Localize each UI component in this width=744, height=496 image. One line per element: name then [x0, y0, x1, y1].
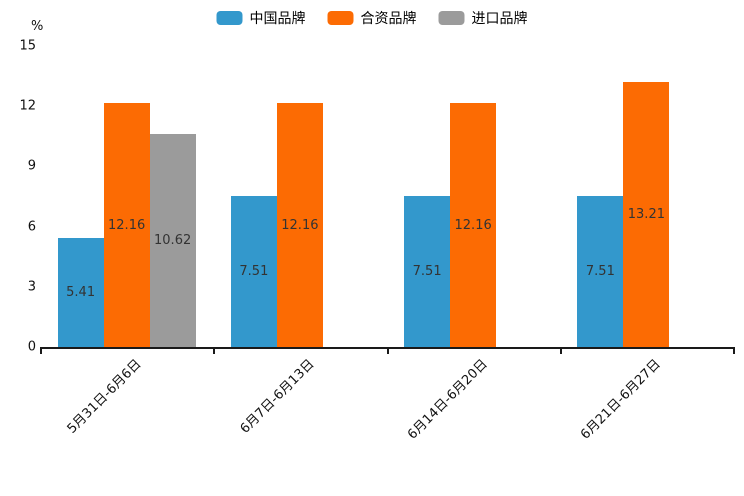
bar-合资品牌-3: 13.21	[623, 81, 670, 347]
y-tick-label: 12	[19, 98, 36, 114]
y-axis-unit-label: %	[31, 19, 44, 34]
bar-合资品牌-1: 12.16	[276, 103, 323, 347]
x-axis-line	[40, 347, 735, 349]
legend-item-label: 中国品牌	[249, 11, 306, 27]
y-tick-label: 15	[19, 38, 36, 54]
legend-swatch-icon	[327, 11, 354, 25]
bar-合资品牌-0: 12.16	[103, 103, 150, 347]
bar-中国品牌-0: 5.41	[57, 238, 104, 347]
bar-value-label: 13.21	[627, 206, 665, 222]
legend-swatch-icon	[438, 11, 465, 25]
legend-item-series-2[interactable]: 进口品牌	[438, 8, 528, 28]
bar-value-label: 10.62	[154, 232, 192, 248]
x-tick-mark	[386, 349, 389, 354]
y-tick-label: 0	[27, 339, 36, 355]
bar-group-0: 5.41 12.16 10.62	[57, 46, 196, 347]
x-tick-mark	[40, 349, 42, 354]
bar-value-label: 12.16	[108, 217, 146, 233]
bar-中国品牌-3: 7.51	[577, 196, 624, 347]
chart-legend: 中国品牌 合资品牌 进口品牌	[216, 8, 528, 28]
legend-item-label: 合资品牌	[360, 11, 417, 27]
y-tick-label: 9	[27, 158, 36, 174]
bar-value-label: 12.16	[281, 217, 319, 233]
x-tick-label: 6月7日-6月13日	[237, 356, 318, 437]
bar-value-label: 5.41	[66, 285, 96, 301]
legend-item-label: 进口品牌	[471, 11, 528, 27]
x-tick-label: 6月21日-6月27日	[578, 356, 664, 443]
x-tick-mark	[213, 349, 216, 354]
y-tick-label: 3	[27, 279, 36, 295]
bar-value-label: 7.51	[239, 264, 269, 280]
x-tick-label: 6月14日-6月20日	[404, 356, 491, 443]
legend-swatch-icon	[216, 11, 243, 25]
bar-group-2: 7.51 12.16	[404, 46, 542, 347]
bar-进口品牌-0: 10.62	[149, 133, 196, 347]
legend-item-series-0[interactable]: 中国品牌	[216, 8, 306, 28]
bar-value-label: 7.51	[585, 264, 615, 280]
bar-中国品牌-1: 7.51	[230, 196, 277, 347]
bar-中国品牌-2: 7.51	[404, 196, 451, 347]
bar-value-label: 7.51	[412, 264, 442, 280]
x-tick-label: 5月31日-6月6日	[64, 356, 145, 437]
x-tick-mark	[559, 349, 562, 354]
bar-group-3: 7.51 13.21	[577, 46, 715, 347]
legend-item-series-1[interactable]: 合资品牌	[327, 8, 417, 28]
bar-group-1: 7.51 12.16	[230, 46, 369, 347]
y-tick-label: 6	[27, 219, 36, 235]
x-tick-mark	[733, 349, 735, 354]
bar-合资品牌-2: 12.16	[450, 103, 497, 347]
bar-value-label: 12.16	[454, 217, 492, 233]
